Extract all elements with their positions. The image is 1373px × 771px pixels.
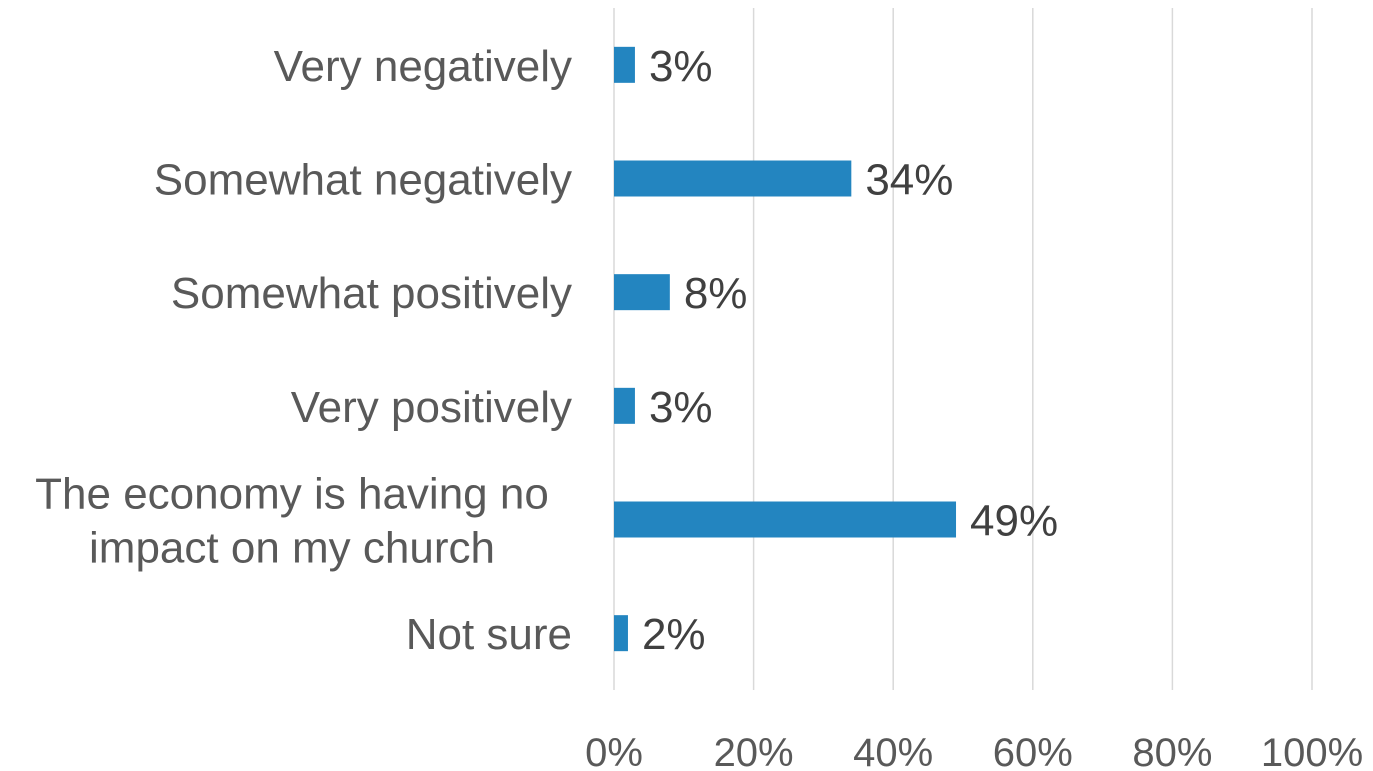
gridlines (613, 8, 1313, 690)
x-tick-label: 60% (993, 731, 1073, 771)
bar (614, 274, 670, 311)
category-label-line: Somewhat positively (171, 269, 572, 318)
category-label-line: The economy is having no (35, 470, 549, 519)
category-label-line: impact on my church (89, 524, 495, 573)
x-tick-label: 20% (714, 731, 794, 771)
category-label: Not sure (406, 610, 572, 659)
category-label-line: Not sure (406, 610, 572, 659)
x-tick-label: 80% (1132, 731, 1212, 771)
bar (614, 387, 635, 424)
category-label-line: Somewhat negatively (154, 156, 572, 205)
x-axis-tick-labels: 0% 20% 40% 60% 80% 100% (585, 731, 1363, 771)
x-tick-label: 100% (1261, 731, 1363, 771)
x-tick-label: 40% (853, 731, 933, 771)
data-labels: 3% 34% 8% 3% 49% 2% (642, 42, 1058, 659)
data-label: 34% (865, 156, 953, 205)
data-label: 2% (642, 610, 706, 659)
category-label-line: Very negatively (274, 42, 572, 91)
bar (614, 46, 635, 83)
bars (614, 46, 957, 652)
bar (614, 615, 628, 652)
category-label: Somewhat negatively (154, 156, 572, 205)
category-label: Somewhat positively (171, 269, 572, 318)
data-label: 3% (649, 42, 713, 91)
category-label-line: Very positively (291, 383, 572, 432)
bar (614, 501, 957, 538)
category-label: The economy is having no impact on my chu… (35, 470, 549, 573)
data-label: 8% (684, 269, 748, 318)
category-label: Very negatively (274, 42, 572, 91)
data-label: 49% (970, 497, 1058, 546)
category-label: Very positively (291, 383, 572, 432)
x-tick-label: 0% (585, 731, 643, 771)
bar (614, 160, 852, 197)
category-labels: Very negatively Somewhat negatively Somewh… (35, 42, 572, 659)
data-label: 3% (649, 383, 713, 432)
